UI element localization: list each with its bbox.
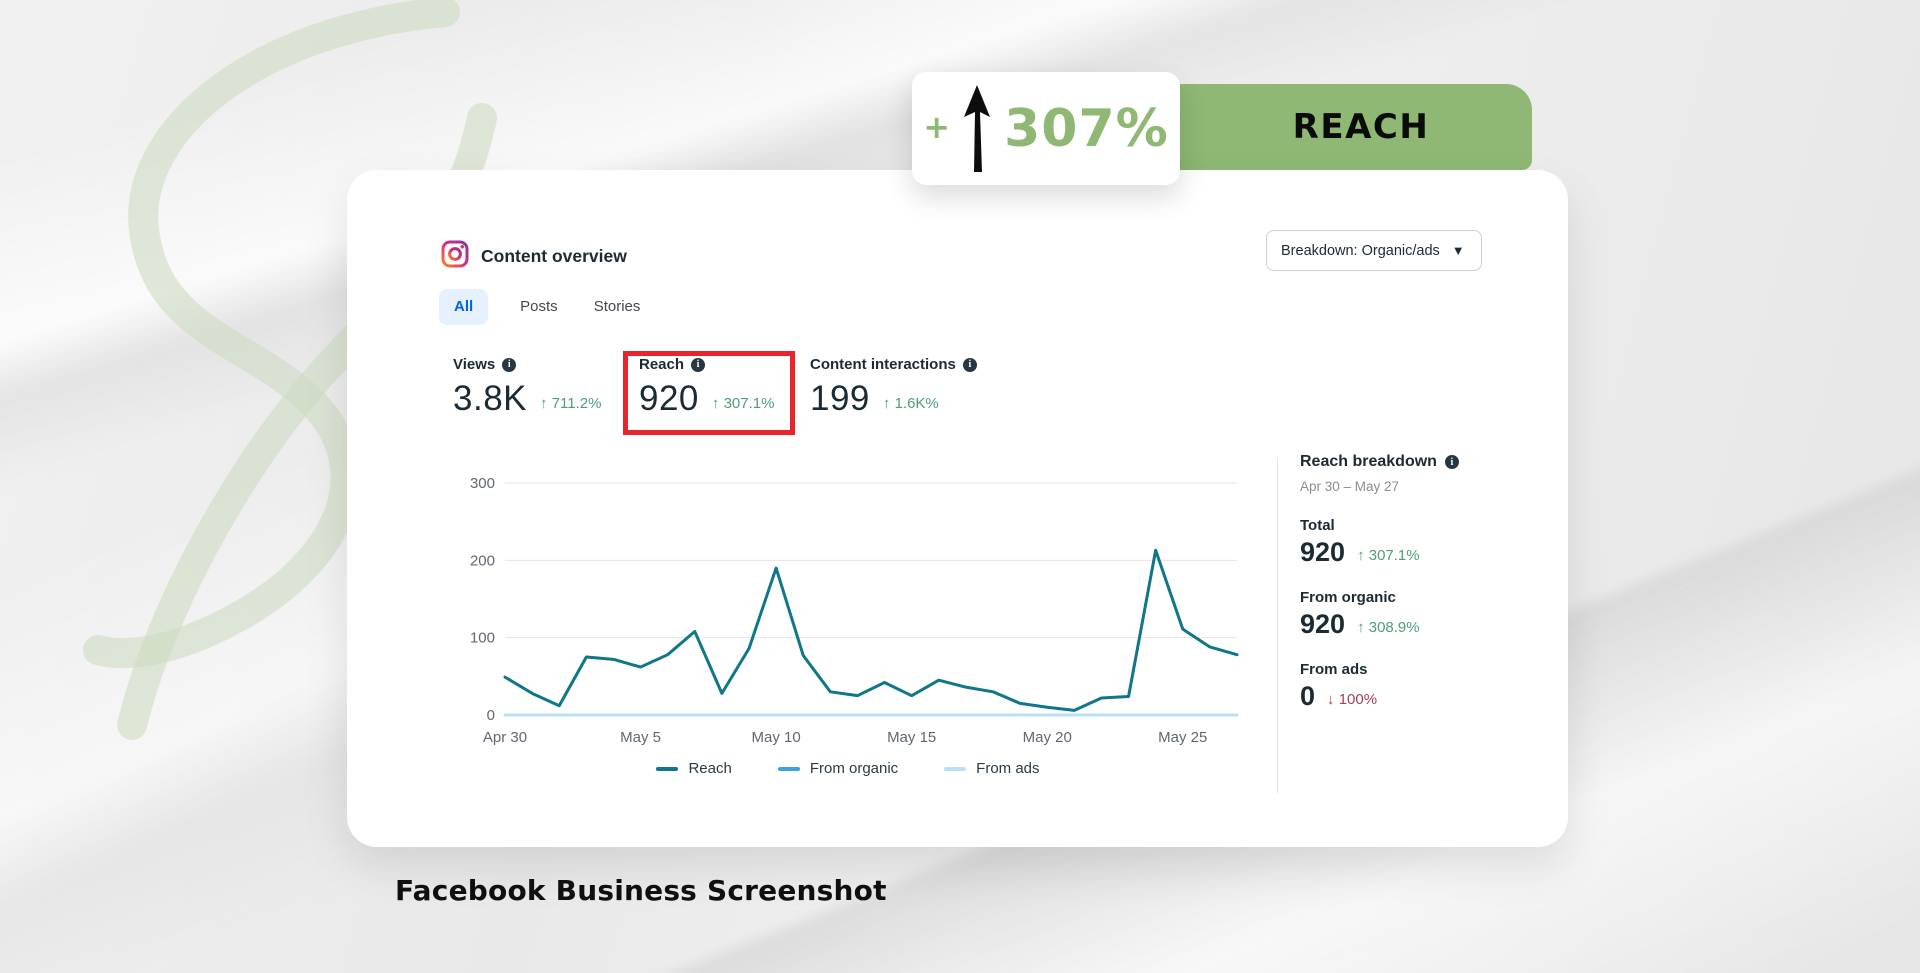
metric-ci-label: Content interactions <box>810 356 956 373</box>
svg-text:100: 100 <box>470 630 495 647</box>
breakdown-row-ads: From ads 0 ↓ 100% <box>1300 661 1555 710</box>
breakdown-organic-label: From organic <box>1300 589 1396 606</box>
svg-text:May 20: May 20 <box>1023 729 1072 746</box>
legend-item-from-organic: From organic <box>777 760 899 777</box>
reach-line-swatch <box>656 766 679 771</box>
page-title: Content overview <box>481 246 627 266</box>
metric-ci-value: 199 <box>810 379 870 418</box>
breakdown-row-organic: From organic 920 ↑ 308.9% <box>1300 589 1555 638</box>
insights-card: Content overview Breakdown: Organic/ads … <box>347 170 1568 847</box>
plus-sign: + <box>923 107 951 146</box>
metric-views-value: 3.8K <box>453 379 527 418</box>
metric-views: Views i 3.8K ↑ 711.2% <box>453 356 601 416</box>
info-icon[interactable]: i <box>1444 455 1459 469</box>
info-icon[interactable]: i <box>691 357 706 372</box>
reach-banner: REACH <box>1120 84 1532 170</box>
svg-text:Apr 30: Apr 30 <box>483 729 527 746</box>
down-arrow-glyph: ↓ <box>1327 691 1335 708</box>
legend-reach-label: Reach <box>688 760 732 777</box>
breakdown-organic-value: 920 <box>1300 609 1346 639</box>
metric-views-change: 711.2% <box>551 395 602 412</box>
metric-ci-change: 1.6K% <box>894 395 939 412</box>
breakdown-total-value: 920 <box>1300 537 1346 567</box>
content-tabs: All Posts Stories <box>439 289 644 325</box>
up-arrow-glyph: ↑ <box>540 395 548 412</box>
svg-text:May 15: May 15 <box>887 729 936 746</box>
breakdown-total-label: Total <box>1300 517 1335 534</box>
tab-posts[interactable]: Posts <box>520 298 558 315</box>
reach-breakdown-panel: Reach breakdown i Apr 30 – May 27 Total … <box>1300 453 1555 710</box>
breakdown-ads-value: 0 <box>1300 681 1316 711</box>
up-arrow-icon <box>964 84 991 172</box>
vertical-divider <box>1277 458 1278 793</box>
svg-text:May 10: May 10 <box>752 729 801 746</box>
caret-down-icon: ▼ <box>1451 243 1465 258</box>
metric-reach: Reach i 920 ↑ 307.1% <box>639 356 774 416</box>
instagram-icon <box>441 240 469 268</box>
metric-content-interactions: Content interactions i 199 ↑ 1.6K% <box>810 356 977 416</box>
breakdown-dropdown-label: Breakdown: Organic/ads <box>1281 242 1440 259</box>
breakdown-ads-change: 100% <box>1338 691 1378 708</box>
svg-text:May 5: May 5 <box>620 729 661 746</box>
metric-reach-label: Reach <box>639 356 685 373</box>
legend-ads-label: From ads <box>976 760 1040 777</box>
svg-text:300: 300 <box>470 475 495 492</box>
svg-text:0: 0 <box>487 707 495 724</box>
breakdown-panel-title: Reach breakdown <box>1300 453 1437 470</box>
metric-reach-change: 307.1% <box>723 395 775 412</box>
info-icon[interactable]: i <box>502 357 517 372</box>
legend-item-from-ads: From ads <box>944 760 1040 777</box>
organic-line-swatch <box>777 766 800 771</box>
metric-reach-value: 920 <box>639 379 699 418</box>
up-arrow-glyph: ↑ <box>711 395 720 412</box>
tab-all[interactable]: All <box>439 289 489 325</box>
legend-organic-label: From organic <box>809 760 899 777</box>
breakdown-ads-label: From ads <box>1300 661 1368 678</box>
up-arrow-glyph: ↑ <box>882 395 891 412</box>
growth-badge: + 307% <box>912 72 1180 185</box>
breakdown-total-change: 307.1% <box>1368 547 1420 564</box>
up-arrow-glyph: ↑ <box>1357 547 1365 564</box>
svg-text:May 25: May 25 <box>1158 729 1207 746</box>
chart-legend: Reach From organic From ads <box>443 760 1253 777</box>
ads-line-swatch <box>944 766 967 771</box>
svg-text:200: 200 <box>470 552 495 569</box>
growth-value: 307% <box>1004 98 1169 159</box>
breakdown-date-range: Apr 30 – May 27 <box>1300 479 1400 494</box>
breakdown-organic-change: 308.9% <box>1368 619 1420 636</box>
up-arrow-glyph: ↑ <box>1357 619 1365 636</box>
reach-banner-label: REACH <box>1292 107 1430 147</box>
info-icon[interactable]: i <box>962 357 977 372</box>
breakdown-row-total: Total 920 ↑ 307.1% <box>1300 517 1555 566</box>
tab-stories[interactable]: Stories <box>593 298 641 315</box>
breakdown-dropdown[interactable]: Breakdown: Organic/ads ▼ <box>1266 230 1482 271</box>
legend-item-reach: Reach <box>656 760 732 777</box>
metric-views-label: Views <box>453 356 496 373</box>
reach-line-chart: 0 100 200 300 Apr 30 May 5 May 10 May 15 May 20 M… <box>470 475 1239 746</box>
image-caption: Facebook Business Screenshot <box>395 874 887 907</box>
